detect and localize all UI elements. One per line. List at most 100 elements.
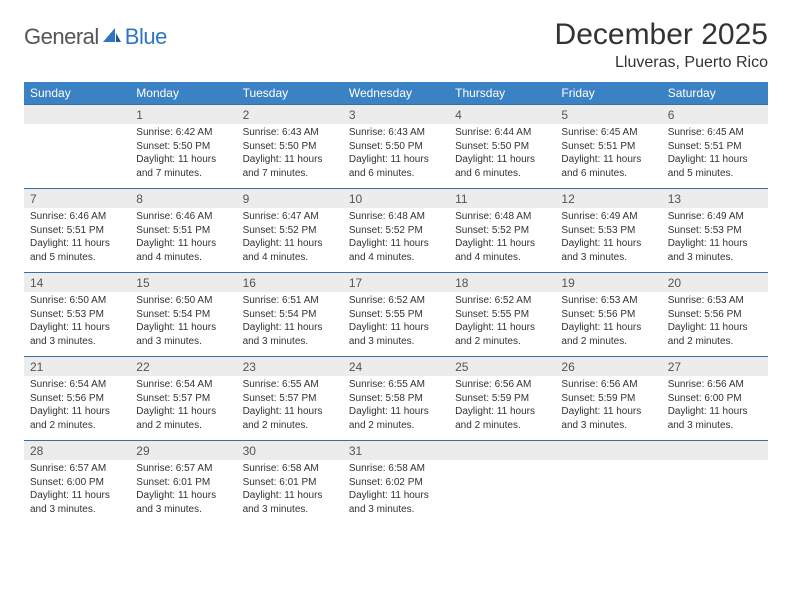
day-cell <box>24 124 130 189</box>
sunrise-text: Sunrise: 6:48 AM <box>349 210 443 224</box>
sunrise-text: Sunrise: 6:45 AM <box>561 126 655 140</box>
sunrise-text: Sunrise: 6:49 AM <box>668 210 762 224</box>
day-cell: Sunrise: 6:52 AMSunset: 5:55 PMDaylight:… <box>343 292 449 357</box>
month-title: December 2025 <box>555 18 768 52</box>
brand-logo: General Blue <box>24 18 167 50</box>
sunrise-text: Sunrise: 6:48 AM <box>455 210 549 224</box>
date-number: 18 <box>449 273 555 293</box>
date-number: 22 <box>130 357 236 377</box>
daylight-text: Daylight: 11 hours and 6 minutes. <box>455 153 549 180</box>
day-header: Thursday <box>449 82 555 105</box>
daylight-text: Daylight: 11 hours and 3 minutes. <box>30 321 124 348</box>
date-number: 23 <box>237 357 343 377</box>
sunrise-text: Sunrise: 6:52 AM <box>349 294 443 308</box>
sunset-text: Sunset: 6:01 PM <box>136 476 230 490</box>
sunset-text: Sunset: 5:58 PM <box>349 392 443 406</box>
day-cell: Sunrise: 6:53 AMSunset: 5:56 PMDaylight:… <box>555 292 661 357</box>
sunrise-text: Sunrise: 6:56 AM <box>561 378 655 392</box>
daylight-text: Daylight: 11 hours and 2 minutes. <box>455 405 549 432</box>
day-cell: Sunrise: 6:49 AMSunset: 5:53 PMDaylight:… <box>662 208 768 273</box>
day-cell: Sunrise: 6:56 AMSunset: 5:59 PMDaylight:… <box>555 376 661 441</box>
daylight-text: Daylight: 11 hours and 3 minutes. <box>243 489 337 516</box>
date-number: 3 <box>343 105 449 125</box>
sunset-text: Sunset: 5:59 PM <box>455 392 549 406</box>
daylight-text: Daylight: 11 hours and 3 minutes. <box>668 405 762 432</box>
date-number: 13 <box>662 189 768 209</box>
day-header: Tuesday <box>237 82 343 105</box>
sunrise-text: Sunrise: 6:52 AM <box>455 294 549 308</box>
sunset-text: Sunset: 5:53 PM <box>30 308 124 322</box>
day-cell: Sunrise: 6:46 AMSunset: 5:51 PMDaylight:… <box>24 208 130 273</box>
sunset-text: Sunset: 5:54 PM <box>243 308 337 322</box>
day-cell <box>662 460 768 524</box>
day-cell: Sunrise: 6:45 AMSunset: 5:51 PMDaylight:… <box>555 124 661 189</box>
date-number: 26 <box>555 357 661 377</box>
day-header-row: SundayMondayTuesdayWednesdayThursdayFrid… <box>24 82 768 105</box>
day-cell: Sunrise: 6:48 AMSunset: 5:52 PMDaylight:… <box>343 208 449 273</box>
page-header: General Blue December 2025 Lluveras, Pue… <box>24 18 768 72</box>
sunrise-text: Sunrise: 6:46 AM <box>30 210 124 224</box>
sunrise-text: Sunrise: 6:49 AM <box>561 210 655 224</box>
calendar-table: SundayMondayTuesdayWednesdayThursdayFrid… <box>24 82 768 524</box>
sunset-text: Sunset: 5:56 PM <box>561 308 655 322</box>
sunset-text: Sunset: 5:56 PM <box>668 308 762 322</box>
sail-icon <box>101 26 123 49</box>
sunrise-text: Sunrise: 6:46 AM <box>136 210 230 224</box>
sunrise-text: Sunrise: 6:43 AM <box>243 126 337 140</box>
content-row: Sunrise: 6:57 AM Sunset: 6:00 PM Daylight:… <box>24 460 768 524</box>
daylight-text: Daylight: 11 hours and 3 minutes. <box>136 489 230 516</box>
day-cell: Sunrise: 6:56 AMSunset: 5:59 PMDaylight:… <box>449 376 555 441</box>
sunrise-text: Sunrise: 6:54 AM <box>136 378 230 392</box>
day-cell: Sunrise: 6:55 AMSunset: 5:58 PMDaylight:… <box>343 376 449 441</box>
sunset-text: Sunset: 5:59 PM <box>561 392 655 406</box>
sunrise-text: Sunrise: 6:53 AM <box>561 294 655 308</box>
sunset-text: Sunset: 5:52 PM <box>349 224 443 238</box>
day-cell: Sunrise: 6:55 AMSunset: 5:57 PMDaylight:… <box>237 376 343 441</box>
date-number: 10 <box>343 189 449 209</box>
daylight-text: Daylight: 11 hours and 3 minutes. <box>243 321 337 348</box>
day-cell: Sunrise: 6:56 AMSunset: 6:00 PMDaylight:… <box>662 376 768 441</box>
date-number: 5 <box>555 105 661 125</box>
sunrise-text: Sunrise: 6:53 AM <box>668 294 762 308</box>
sunrise-text: Sunrise: 6:57 AM <box>136 462 230 476</box>
date-number: 29 <box>130 441 236 461</box>
daylight-text: Daylight: 11 hours and 3 minutes. <box>668 237 762 264</box>
sunset-text: Sunset: 5:57 PM <box>136 392 230 406</box>
sunset-text: Sunset: 6:00 PM <box>30 476 124 490</box>
daylight-text: Daylight: 11 hours and 7 minutes. <box>136 153 230 180</box>
date-number <box>555 441 661 461</box>
sunset-text: Sunset: 5:51 PM <box>30 224 124 238</box>
brand-part2: Blue <box>125 24 167 50</box>
day-header: Saturday <box>662 82 768 105</box>
daylight-text: Daylight: 11 hours and 2 minutes. <box>349 405 443 432</box>
date-number: 30 <box>237 441 343 461</box>
day-cell <box>449 460 555 524</box>
sunrise-text: Sunrise: 6:55 AM <box>243 378 337 392</box>
day-cell: Sunrise: 6:42 AMSunset: 5:50 PMDaylight:… <box>130 124 236 189</box>
sunset-text: Sunset: 6:01 PM <box>243 476 337 490</box>
day-cell: Sunrise: 6:50 AMSunset: 5:53 PMDaylight:… <box>24 292 130 357</box>
daylight-text: Daylight: 11 hours and 3 minutes. <box>561 237 655 264</box>
date-number: 15 <box>130 273 236 293</box>
date-number: 24 <box>343 357 449 377</box>
sunrise-text: Sunrise: 6:54 AM <box>30 378 124 392</box>
content-row: Sunrise: 6:46 AMSunset: 5:51 PMDaylight:… <box>24 208 768 273</box>
daylight-text: Daylight: 11 hours and 5 minutes. <box>668 153 762 180</box>
sunrise-text: Sunrise: 6:56 AM <box>668 378 762 392</box>
day-cell: Sunrise: 6:57 AMSunset: 6:00 PMDaylight:… <box>24 460 130 524</box>
day-cell: Sunrise: 6:50 AMSunset: 5:54 PMDaylight:… <box>130 292 236 357</box>
day-cell: Sunrise: 6:43 AMSunset: 5:50 PMDaylight:… <box>237 124 343 189</box>
date-number: 2 <box>237 105 343 125</box>
sunrise-text: Sunrise: 6:50 AM <box>136 294 230 308</box>
sunset-text: Sunset: 5:55 PM <box>455 308 549 322</box>
date-number: 21 <box>24 357 130 377</box>
day-cell: Sunrise: 6:54 AMSunset: 5:57 PMDaylight:… <box>130 376 236 441</box>
sunrise-text: Sunrise: 6:58 AM <box>243 462 337 476</box>
sunrise-text: Sunrise: 6:50 AM <box>30 294 124 308</box>
day-cell: Sunrise: 6:57 AMSunset: 6:01 PMDaylight:… <box>130 460 236 524</box>
date-row: 123456 <box>24 105 768 125</box>
date-number: 7 <box>24 189 130 209</box>
day-cell: Sunrise: 6:54 AMSunset: 5:56 PMDaylight:… <box>24 376 130 441</box>
date-number: 1 <box>130 105 236 125</box>
sunset-text: Sunset: 5:50 PM <box>136 140 230 154</box>
